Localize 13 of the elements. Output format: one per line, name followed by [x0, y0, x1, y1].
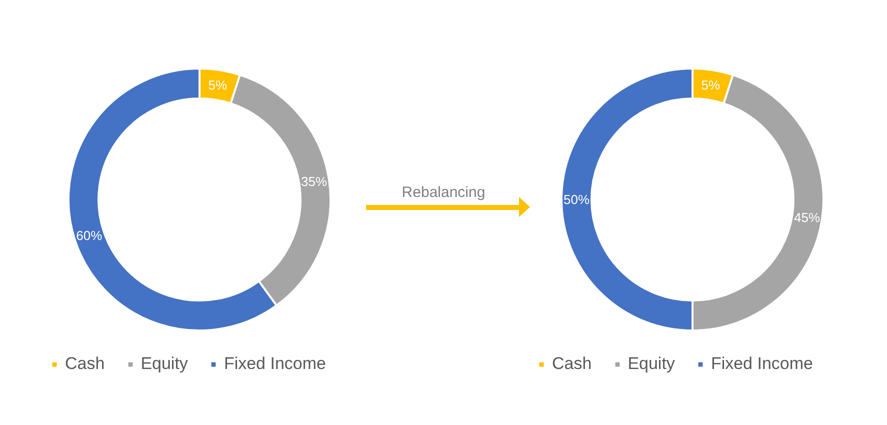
legend-label: Fixed Income: [710, 354, 813, 374]
text: Rebalancing: [400, 183, 486, 203]
data-label: 5%: [701, 77, 720, 92]
data-label: 45%: [794, 210, 821, 226]
legend-label: Cash: [65, 354, 105, 374]
legend-label: Equity: [140, 354, 188, 374]
data-label: 50%: [563, 192, 590, 207]
legend-label: Cash: [552, 354, 592, 374]
legend-label: Fixed Income: [224, 354, 326, 374]
data-label: 5%: [208, 77, 228, 92]
data-label: 35%: [301, 174, 328, 189]
legend-label: Equity: [628, 354, 675, 374]
data-label: 60%: [76, 228, 103, 243]
